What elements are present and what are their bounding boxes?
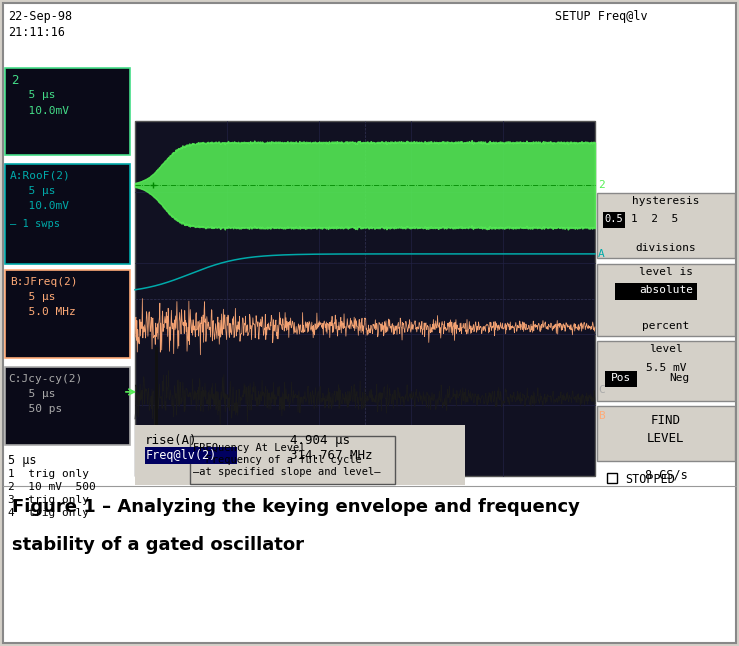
Bar — [5, 367, 130, 445]
Text: FIND: FIND — [651, 414, 681, 427]
Text: stability of a gated oscillator: stability of a gated oscillator — [12, 536, 304, 554]
Bar — [135, 121, 595, 476]
Text: 5 μs: 5 μs — [15, 90, 55, 100]
Text: 4  trig only: 4 trig only — [8, 508, 89, 518]
Text: B: B — [598, 411, 605, 421]
Bar — [615, 283, 697, 300]
Bar — [597, 406, 735, 461]
Text: 5 μs: 5 μs — [15, 292, 55, 302]
Text: absolute: absolute — [639, 285, 693, 295]
Text: C:Jcy-cy(2): C:Jcy-cy(2) — [8, 374, 82, 384]
Text: C: C — [598, 385, 605, 395]
Text: Figure 1 – Analyzing the keying envelope and frequency: Figure 1 – Analyzing the keying envelope… — [12, 498, 580, 516]
Text: percent: percent — [642, 321, 689, 331]
Text: 5.0 MHz: 5.0 MHz — [15, 307, 76, 317]
Bar — [135, 425, 465, 485]
Text: —at specified slope and level—: —at specified slope and level— — [193, 467, 381, 477]
Text: Frequency of a full cycle: Frequency of a full cycle — [193, 455, 362, 465]
Text: SETUP Freq@lv: SETUP Freq@lv — [555, 10, 647, 23]
Text: Freq@lv(2): Freq@lv(2) — [146, 449, 217, 462]
Text: 1  trig only: 1 trig only — [8, 469, 89, 479]
Text: level is: level is — [639, 267, 693, 277]
Text: 4.904 μs: 4.904 μs — [290, 434, 350, 447]
Text: A:RooF(2): A:RooF(2) — [10, 171, 71, 181]
Bar — [607, 473, 617, 483]
Text: 21:11:16: 21:11:16 — [8, 26, 65, 39]
Bar — [603, 212, 625, 228]
Text: 2: 2 — [598, 180, 605, 190]
Text: 22-Sep-98: 22-Sep-98 — [8, 10, 72, 23]
Bar — [597, 193, 735, 258]
Bar — [5, 68, 130, 155]
Text: 10.0mV: 10.0mV — [15, 201, 69, 211]
Text: 5 μs: 5 μs — [8, 454, 36, 467]
Text: STOPPED: STOPPED — [625, 473, 675, 486]
Text: hysteresis: hysteresis — [633, 196, 700, 206]
Text: 0.5: 0.5 — [605, 214, 624, 224]
Text: level: level — [649, 344, 683, 354]
Text: 314.767 MHz: 314.767 MHz — [290, 449, 372, 462]
Text: 3  trig only: 3 trig only — [8, 495, 89, 505]
Text: 2: 2 — [11, 74, 18, 87]
Text: 5 μs: 5 μs — [15, 186, 55, 196]
Bar — [597, 264, 735, 336]
Bar — [5, 270, 130, 358]
Text: divisions: divisions — [636, 243, 696, 253]
Text: 10.0mV: 10.0mV — [15, 106, 69, 116]
Text: 5.5 mV: 5.5 mV — [646, 363, 687, 373]
Bar — [605, 371, 637, 387]
Bar — [190, 436, 395, 484]
Text: Neg: Neg — [669, 373, 689, 383]
Text: Pos: Pos — [611, 373, 631, 383]
Text: — 1 swps: — 1 swps — [10, 219, 60, 229]
Text: 1  2  5: 1 2 5 — [631, 214, 678, 224]
Text: rise(A): rise(A) — [145, 434, 197, 447]
Text: 50 ps: 50 ps — [15, 404, 62, 414]
Text: FREQuency At Level: FREQuency At Level — [193, 443, 305, 453]
Text: B:JFreq(2): B:JFreq(2) — [10, 277, 78, 287]
Text: 5 μs: 5 μs — [15, 389, 55, 399]
Text: 2  10 mV  500: 2 10 mV 500 — [8, 482, 96, 492]
Text: 8 GS/s: 8 GS/s — [644, 468, 687, 481]
Text: LEVEL: LEVEL — [647, 432, 685, 445]
Bar — [5, 164, 130, 264]
Bar — [597, 341, 735, 401]
Text: A: A — [598, 249, 605, 259]
Bar — [145, 447, 237, 464]
